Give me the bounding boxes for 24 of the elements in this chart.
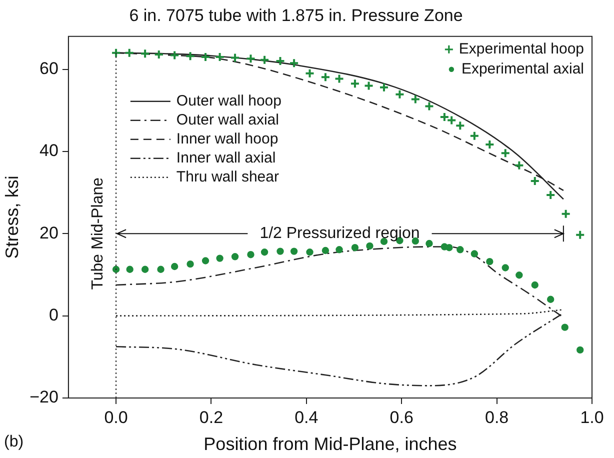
y-tick-label: −20: [30, 388, 58, 407]
x-tick-label: 0.6: [390, 408, 414, 427]
legend-label: Experimental axial: [461, 60, 584, 78]
x-tick-label: 0.4: [294, 408, 318, 427]
text: (b): [4, 433, 24, 450]
legend-label: Inner wall axial: [176, 150, 276, 167]
legend-label: Outer wall axial: [176, 112, 279, 129]
chart-title: 6 in. 7075 tube with 1.875 in. Pressure Zone: [129, 6, 463, 25]
legend-label: Inner wall hoop: [176, 130, 278, 148]
x-tick-label: 1.0: [580, 408, 604, 427]
x-tick-label: 0.0: [104, 408, 128, 427]
y-tick-label: 60: [40, 58, 58, 78]
x-tick-label: 0.8: [484, 408, 509, 427]
legend-label: Outer wall hoop: [176, 92, 282, 110]
y-axis-title: Stress, ksi: [2, 176, 22, 259]
x-tick-label: 0.2: [199, 408, 224, 427]
legend-label: Thru wall shear: [176, 168, 279, 186]
legend-label: Experimental hoop: [458, 40, 584, 58]
y-tick-label: 20: [40, 223, 58, 242]
y-tick-label: 40: [40, 141, 58, 160]
ref-line-label: Tube Mid-Plane: [89, 177, 106, 290]
x-axis-title: Position from Mid-Plane, inches: [204, 434, 457, 454]
y-tick-label: 0: [48, 306, 58, 325]
annotation: 1/2 Pressurized region: [260, 225, 420, 242]
